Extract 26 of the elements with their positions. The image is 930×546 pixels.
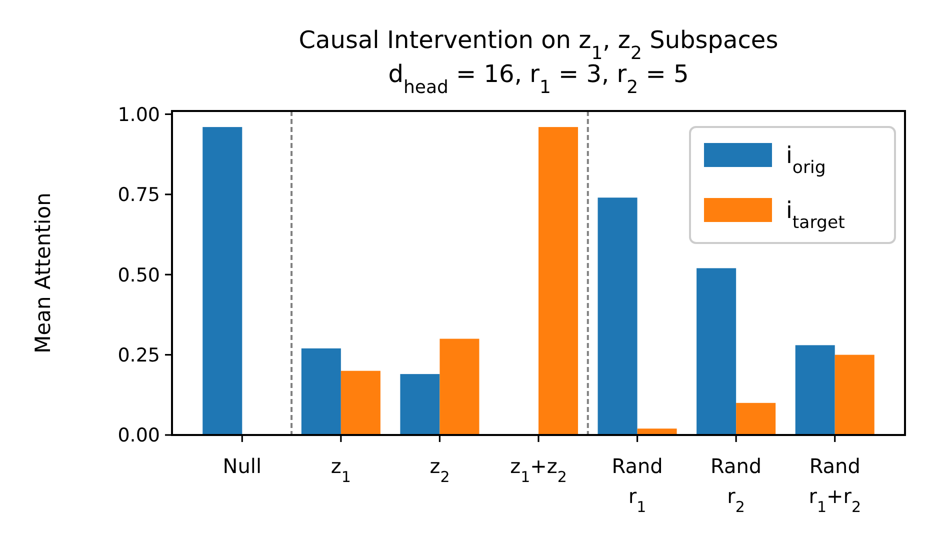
y-axis-title: Mean Attention xyxy=(31,192,55,354)
bar xyxy=(340,370,380,435)
bar xyxy=(301,348,341,435)
x-tick-label: z$_{1}$+z$_{2}$ xyxy=(510,454,567,486)
y-tick-label: 1.00 xyxy=(118,104,160,126)
x-tick-label: Rand r$_{1}$+r$_{2}$ xyxy=(808,454,862,516)
bar xyxy=(202,127,242,435)
y-tick-label: 0.25 xyxy=(118,344,160,366)
legend-label: i$_{target}$ xyxy=(786,198,846,233)
bar xyxy=(834,354,874,435)
legend-label: i$_{orig}$ xyxy=(786,143,826,178)
bar xyxy=(736,402,776,435)
y-tick-label: 0.00 xyxy=(118,424,160,447)
bar xyxy=(440,338,480,435)
bar xyxy=(696,268,736,435)
y-tick-label: 0.75 xyxy=(118,184,160,206)
x-tick-label: Null xyxy=(222,454,262,478)
x-tick-label: Rand r$_{1}$ xyxy=(612,454,663,516)
x-tick-label: Rand r$_{2}$ xyxy=(710,454,762,516)
bar xyxy=(795,345,835,435)
y-tick-label: 0.50 xyxy=(118,264,160,286)
x-tick-label: z$_{2}$ xyxy=(430,454,450,486)
bar xyxy=(400,374,440,435)
bar xyxy=(598,198,638,435)
x-tick-label: z$_{1}$ xyxy=(330,454,351,486)
bar xyxy=(538,127,578,435)
